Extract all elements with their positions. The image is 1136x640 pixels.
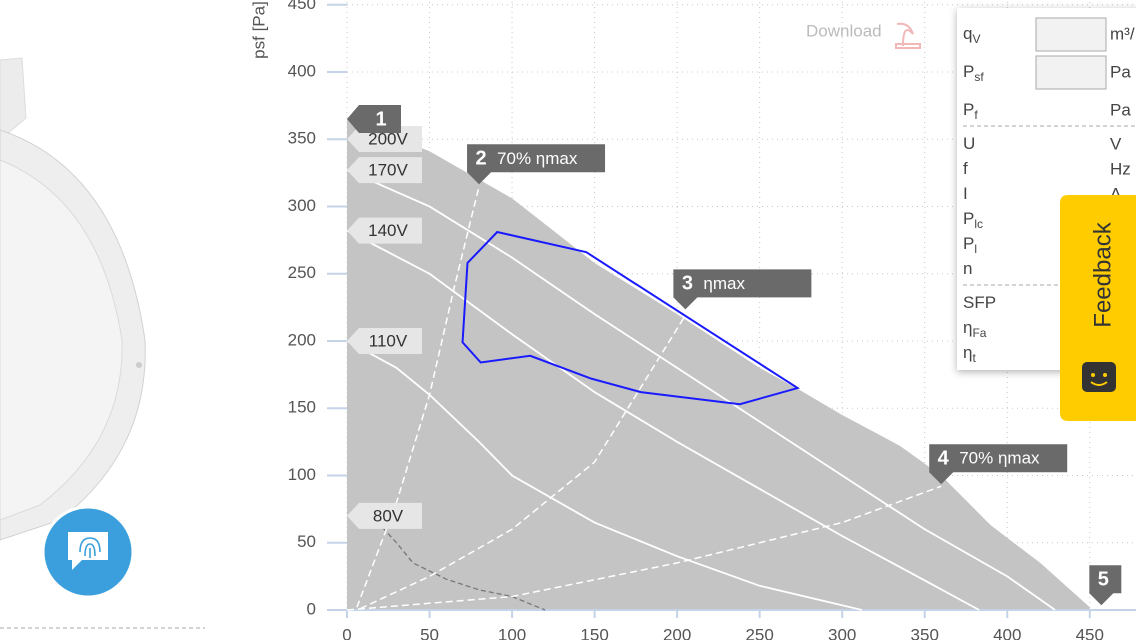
voltage-curve: [346, 229, 980, 611]
feedback-tab[interactable]: Feedback: [1060, 195, 1136, 421]
voltage-tag: [347, 157, 422, 184]
subscript: f: [974, 108, 978, 122]
voltage-tag: [347, 217, 422, 244]
x-tick-label: 450: [1076, 625, 1104, 640]
parameter-symbol: U: [963, 134, 975, 153]
marker-text: 70% ηmax: [959, 449, 1040, 468]
marker-number: 2: [475, 148, 486, 170]
marker-box: [673, 269, 812, 310]
y-tick-label: 450: [288, 0, 316, 13]
y-tick-label: 400: [288, 61, 316, 80]
parameter-symbol: ηt: [963, 343, 976, 365]
symbol: P: [963, 100, 974, 119]
x-tick-label: 100: [498, 625, 526, 640]
subscript: Fa: [972, 326, 986, 340]
unit: Hz: [1110, 159, 1131, 178]
y-tick-label: 100: [288, 465, 316, 484]
symbol: f: [963, 159, 968, 178]
feedback-label[interactable]: Feedback: [1089, 221, 1116, 327]
x-tick-label: 200: [663, 625, 691, 640]
voltage-tag: [347, 327, 422, 354]
download-text[interactable]: Download: [806, 21, 882, 40]
symbol: η: [963, 343, 972, 362]
marker-text: ηmax: [703, 274, 745, 293]
symbol: q: [963, 24, 972, 43]
subscript: l: [974, 242, 977, 256]
parameter-symbol: ηFa: [963, 318, 987, 340]
voltage-curve: [346, 169, 1056, 611]
marker-box: [347, 105, 401, 134]
voltage-label: 110V: [369, 331, 408, 350]
unit: m³/: [1110, 24, 1135, 43]
subscript: lc: [974, 217, 983, 231]
download-link[interactable]: Download: [806, 21, 921, 49]
input-field[interactable]: [1035, 55, 1107, 90]
symbol: I: [963, 184, 968, 203]
parameter-symbol: n: [963, 259, 972, 278]
voltage-curve: [371, 515, 546, 611]
marker-number: 3: [682, 273, 693, 295]
symbol: P: [963, 234, 974, 253]
voltage-label: 200V: [368, 130, 408, 149]
parameter-symbol: qV: [963, 24, 980, 46]
y-tick-label: 350: [288, 129, 316, 148]
y-tick-label: 200: [288, 330, 316, 349]
marker-number: 1: [375, 108, 386, 130]
x-tick-label: 400: [993, 625, 1021, 640]
efficiency-line: [356, 186, 480, 608]
x-tick-label: 250: [745, 625, 773, 640]
fingerprint-button[interactable]: [41, 505, 135, 599]
y-tick-label: 300: [288, 196, 316, 215]
y-tick-label: 50: [297, 532, 316, 551]
marker-text: 70% ηmax: [497, 149, 578, 168]
marker-number: 5: [1098, 569, 1109, 591]
symbol: P: [963, 209, 974, 228]
x-tick-label: 0: [342, 625, 351, 640]
voltage-label: 80V: [373, 506, 404, 525]
y-tick-label: 250: [288, 263, 316, 282]
symbol: SFP: [963, 293, 996, 312]
subscript: V: [972, 32, 980, 46]
parameter-symbol: f: [963, 159, 968, 178]
y-axis-label: psf [Pa]: [249, 1, 268, 59]
subscript: t: [972, 351, 976, 365]
y-tick-label: 150: [288, 398, 316, 417]
symbol: P: [963, 62, 974, 81]
x-tick-label: 300: [828, 625, 856, 640]
parameter-symbol: Plc: [963, 209, 983, 231]
input-field[interactable]: [1035, 17, 1107, 52]
efficiency-line: [359, 309, 690, 610]
subscript: sf: [974, 70, 984, 84]
voltage-curve: [346, 340, 863, 611]
voltage-label: 140V: [368, 221, 408, 240]
symbol: η: [963, 318, 972, 337]
operating-range: [461, 230, 801, 406]
x-tick-label: 50: [420, 625, 439, 640]
marker-box: [467, 144, 606, 185]
fan-image: [0, 57, 146, 541]
voltage-label: 170V: [368, 161, 408, 180]
symbol: n: [963, 259, 972, 278]
marker-number: 4: [938, 448, 950, 470]
marker-box: [929, 444, 1068, 485]
x-tick-label: 350: [911, 625, 939, 640]
plot: 0 50 100 150 200 250 300 350 400 450 0 50 100 150 200 2…: [288, 0, 1136, 640]
y-tick-label: 0: [307, 599, 316, 618]
unit: Pa: [1110, 100, 1131, 119]
voltage-tag: [347, 502, 422, 529]
x-tick-label: 150: [580, 625, 608, 640]
parameter-symbol: Psf: [963, 62, 984, 84]
efficiency-line: [346, 485, 942, 611]
parameter-symbol: I: [963, 184, 968, 203]
unit: Pa: [1110, 62, 1131, 81]
symbol: U: [963, 134, 975, 153]
unit: V: [1110, 134, 1122, 153]
parameter-symbol: SFP: [963, 293, 996, 312]
marker-box: [1089, 565, 1122, 606]
parameter-symbol: Pl: [963, 234, 977, 256]
parameter-symbol: Pf: [963, 100, 978, 122]
